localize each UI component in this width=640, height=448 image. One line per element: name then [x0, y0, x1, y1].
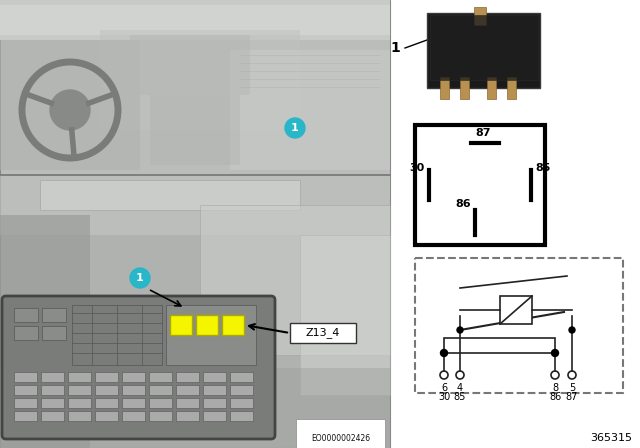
Bar [507, 77, 516, 99]
Circle shape [457, 327, 463, 333]
Bar [14, 308, 38, 322]
Bar [300, 235, 390, 395]
Bar [41, 398, 64, 408]
Bar [230, 398, 253, 408]
Text: 86: 86 [549, 392, 561, 402]
Bar [0, 0, 390, 40]
Bar [150, 95, 240, 165]
Bar [203, 398, 226, 408]
Bar [230, 50, 390, 170]
Bar [415, 258, 623, 393]
Bar [230, 411, 253, 421]
Bar [176, 411, 199, 421]
Bar [122, 398, 145, 408]
Text: 86: 86 [456, 199, 471, 209]
Circle shape [552, 349, 559, 357]
Bar [122, 372, 145, 382]
Text: 87: 87 [566, 392, 578, 402]
Bar [230, 385, 253, 395]
Bar [222, 315, 244, 335]
Bar [0, 5, 390, 35]
Bar [95, 372, 118, 382]
Bar [170, 315, 192, 335]
Bar [122, 385, 145, 395]
Bar [100, 30, 300, 130]
Text: 1: 1 [390, 41, 400, 55]
Text: 30: 30 [438, 392, 450, 402]
Text: 85: 85 [535, 163, 550, 173]
Bar [176, 372, 199, 382]
Bar [14, 385, 37, 395]
Bar [487, 77, 496, 99]
Bar [41, 372, 64, 382]
Text: 5: 5 [569, 383, 575, 393]
Circle shape [50, 90, 90, 130]
FancyBboxPatch shape [290, 323, 356, 343]
Bar [149, 372, 172, 382]
Text: 1: 1 [291, 123, 299, 133]
Bar [149, 398, 172, 408]
Text: 87: 87 [476, 128, 491, 138]
Bar [0, 215, 90, 448]
Bar [130, 35, 250, 95]
Circle shape [440, 349, 447, 357]
Bar [68, 385, 91, 395]
Bar [14, 372, 37, 382]
Bar [0, 175, 390, 235]
Bar [230, 372, 253, 382]
Bar [0, 0, 390, 175]
Bar [176, 398, 199, 408]
Bar [444, 338, 555, 353]
Bar [40, 180, 300, 210]
Text: Z13_4: Z13_4 [306, 327, 340, 338]
Text: 85: 85 [454, 392, 466, 402]
Bar [460, 77, 469, 99]
Bar [149, 385, 172, 395]
Bar [196, 315, 218, 335]
Bar [203, 411, 226, 421]
Circle shape [569, 327, 575, 333]
Text: EO0000002426: EO0000002426 [311, 434, 370, 443]
Bar [122, 411, 145, 421]
Bar [0, 175, 390, 448]
Bar [68, 372, 91, 382]
Bar [500, 296, 532, 324]
Bar [14, 411, 37, 421]
Bar [430, 15, 538, 80]
Bar [68, 411, 91, 421]
Text: 1: 1 [136, 273, 144, 283]
Bar [427, 13, 540, 88]
Bar [200, 205, 390, 355]
Bar [42, 308, 66, 322]
Bar [203, 372, 226, 382]
Bar [41, 411, 64, 421]
Text: 30: 30 [410, 163, 425, 173]
Bar [149, 411, 172, 421]
Bar [474, 7, 486, 25]
Bar [41, 385, 64, 395]
Circle shape [130, 268, 150, 288]
Bar [95, 411, 118, 421]
Bar [42, 326, 66, 340]
Bar [0, 368, 390, 448]
Bar [166, 305, 256, 365]
Text: 6: 6 [441, 383, 447, 393]
Bar [0, 40, 140, 170]
Text: 365315: 365315 [590, 433, 632, 443]
Bar [176, 385, 199, 395]
Bar [14, 326, 38, 340]
Text: 4: 4 [457, 383, 463, 393]
Bar [68, 398, 91, 408]
Text: 8: 8 [552, 383, 558, 393]
Bar [14, 398, 37, 408]
Circle shape [285, 118, 305, 138]
Bar [95, 398, 118, 408]
Bar [415, 125, 545, 245]
Bar [203, 385, 226, 395]
Bar [440, 77, 449, 99]
FancyBboxPatch shape [2, 296, 275, 439]
Bar [72, 305, 162, 365]
Bar [95, 385, 118, 395]
